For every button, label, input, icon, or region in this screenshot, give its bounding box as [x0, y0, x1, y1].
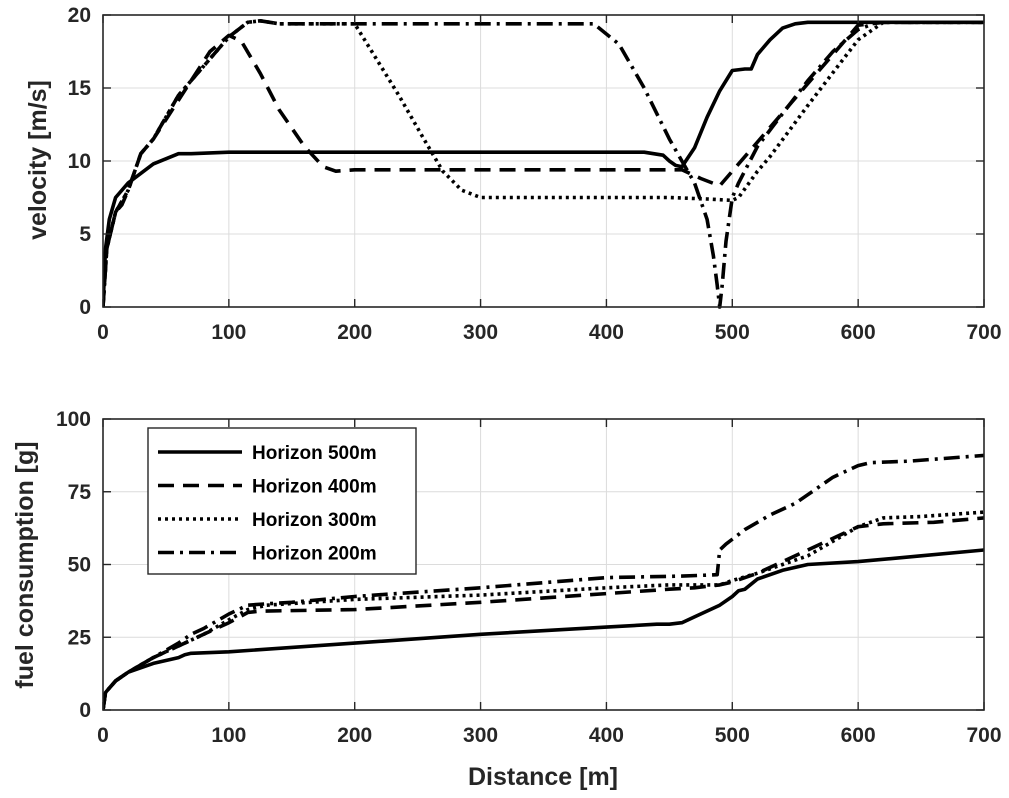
x-tick-label: 300	[463, 321, 498, 344]
y-tick-label: 25	[68, 626, 92, 649]
y-tick-label: 100	[56, 408, 91, 431]
x-tick-label: 200	[337, 724, 372, 747]
series-line	[103, 548, 984, 711]
y-tick-label: 20	[68, 4, 91, 27]
legend-box	[147, 427, 417, 575]
series-group	[103, 18, 984, 309]
x-tick-label: 200	[337, 321, 372, 344]
y-tick-label: 10	[68, 150, 91, 173]
x-tick-label: 600	[841, 724, 876, 747]
y-tick-label: 15	[68, 77, 92, 100]
legend: Horizon 500m Horizon 400m Horizon 300m Hori…	[147, 427, 417, 575]
x-tick-label: 0	[97, 724, 109, 747]
y-tick-label: 75	[68, 481, 92, 504]
x-tick-label: 700	[966, 724, 1001, 747]
y-tick-label: 0	[79, 296, 91, 319]
legend-label: Horizon 500m	[252, 443, 377, 464]
distance-x-axis-label: Distance [m]	[468, 763, 618, 791]
y-tick-label: 50	[68, 554, 91, 577]
x-tick-label: 100	[211, 321, 246, 344]
x-tick-label: 500	[715, 321, 750, 344]
legend-label: Horizon 400m	[252, 477, 377, 498]
fuel-y-axis-label: fuel consumption [g]	[11, 441, 39, 688]
series-group	[103, 453, 984, 711]
legend-label: Horizon 300m	[252, 510, 377, 531]
velocity-y-axis-label: velocity [m/s]	[24, 80, 52, 240]
series-line	[103, 18, 984, 308]
x-tick-label: 400	[589, 321, 624, 344]
series-line	[103, 18, 984, 309]
x-tick-label: 300	[463, 724, 498, 747]
x-tick-label: 700	[966, 321, 1001, 344]
velocity-subplot: 0 100 200 300 400 500 600 700 0 5 10 15 20	[68, 4, 1002, 344]
x-tick-label: 400	[589, 724, 624, 747]
y-tick-label: 5	[79, 223, 91, 246]
x-tick-label: 0	[97, 321, 109, 344]
y-tick-label: 0	[79, 699, 91, 722]
x-tick-label: 100	[211, 724, 246, 747]
x-tick-label: 600	[841, 321, 876, 344]
series-line	[103, 20, 984, 308]
x-tick-label: 500	[715, 724, 750, 747]
legend-label: Horizon 200m	[252, 544, 377, 565]
